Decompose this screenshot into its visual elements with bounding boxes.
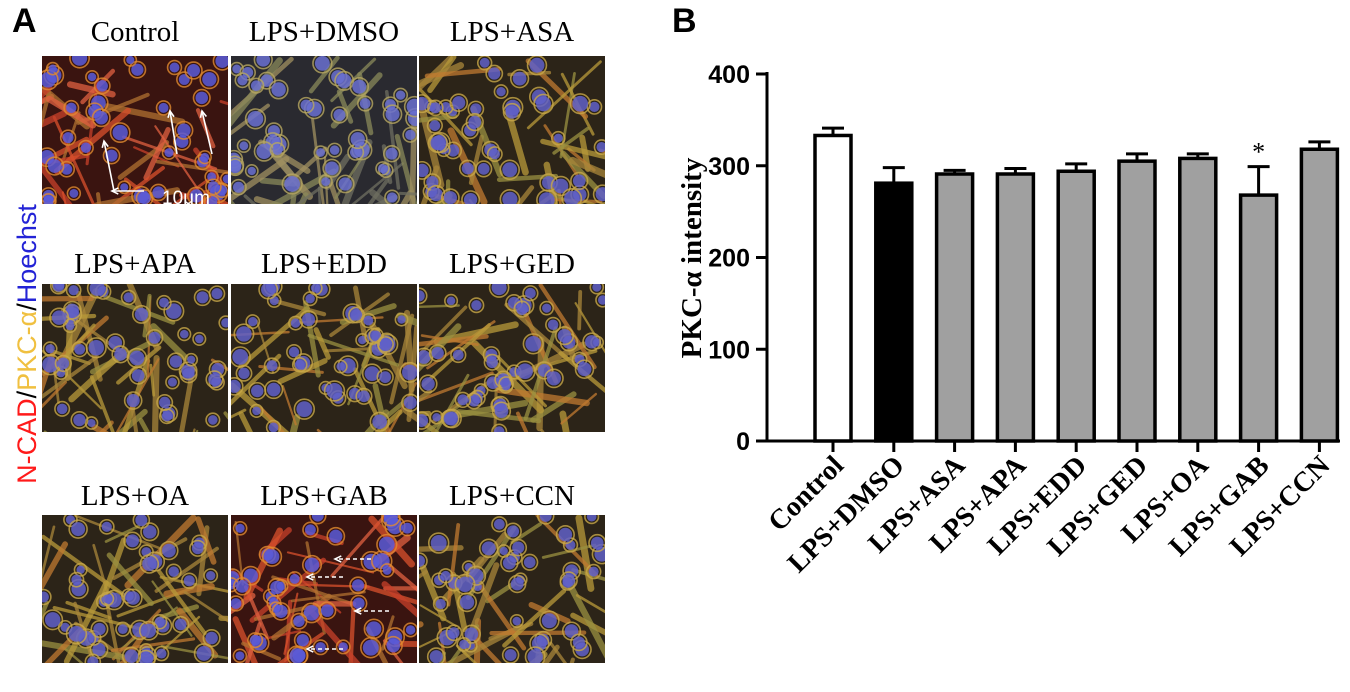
micrograph-title: LPS+APA: [74, 248, 196, 280]
y-tick-label: 100: [708, 336, 750, 364]
micrograph-image: [419, 515, 605, 663]
bar: [1178, 156, 1218, 443]
micrograph-title: LPS+GED: [449, 248, 575, 280]
bar: [1238, 193, 1279, 443]
micrograph-title: LPS+EDD: [261, 248, 387, 280]
micrograph-image: [231, 56, 417, 204]
y-tick-label: 200: [708, 245, 750, 273]
bar: [1117, 159, 1157, 443]
micrograph-title: LPS+GAB: [260, 480, 388, 512]
significance-marker: *: [1252, 138, 1265, 167]
micrograph-image: [42, 284, 228, 432]
panel-b-letter: B: [672, 2, 697, 40]
bar: [1056, 169, 1096, 443]
pkc-alpha-label: PKC-α: [12, 310, 42, 391]
bar: [1299, 147, 1340, 443]
arrow-icon: [110, 187, 144, 195]
micrograph-title: LPS+OA: [80, 480, 190, 512]
arrow-icon: [333, 555, 371, 563]
y-tick-label: 0: [736, 428, 750, 456]
micrograph-image: [419, 284, 605, 432]
arrow-icon: [101, 139, 115, 192]
arrow-icon: [353, 607, 389, 615]
n-cad-label: N-CAD: [12, 398, 42, 484]
micrograph-title: Control: [90, 16, 180, 48]
y-tick-label: 300: [708, 153, 750, 181]
bar: [813, 133, 853, 443]
micrograph-image: [42, 515, 228, 663]
micrograph-image: [231, 515, 417, 663]
arrow-icon: [167, 109, 178, 155]
scale-bar-label: 10μm: [162, 188, 210, 204]
label-separator: /: [12, 303, 42, 311]
bar: [995, 172, 1036, 443]
bar: [934, 172, 975, 443]
micrograph-title: LPS+ASA: [449, 16, 575, 48]
arrow-icon: [305, 645, 343, 653]
arrow-icon: [199, 109, 213, 155]
micrograph-image: [231, 284, 417, 432]
micrograph-title: LPS+DMSO: [248, 16, 400, 48]
micrograph-image: [419, 56, 605, 204]
arrow-icon: [305, 573, 343, 581]
y-tick-label: 400: [708, 61, 750, 89]
panel-a-letter: A: [12, 2, 37, 40]
y-axis-label: PKC-α intensity: [676, 157, 708, 358]
bar: [874, 181, 914, 443]
label-separator: /: [12, 390, 42, 399]
micrograph-title: LPS+CCN: [449, 480, 575, 512]
micrograph-image: 10μm: [42, 56, 228, 204]
panel-a: A N-CAD/PKC-α/Hoechst Control 10μm LPS+DMS…: [0, 0, 610, 692]
